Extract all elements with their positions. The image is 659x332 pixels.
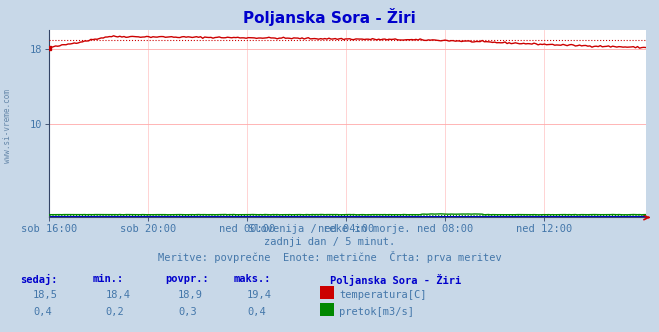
Text: min.:: min.: — [92, 274, 123, 284]
Text: Slovenija / reke in morje.: Slovenija / reke in morje. — [248, 224, 411, 234]
Text: 18,4: 18,4 — [105, 290, 130, 299]
Text: www.si-vreme.com: www.si-vreme.com — [3, 89, 13, 163]
Text: 18,9: 18,9 — [178, 290, 203, 299]
Text: zadnji dan / 5 minut.: zadnji dan / 5 minut. — [264, 237, 395, 247]
Text: Meritve: povprečne  Enote: metrične  Črta: prva meritev: Meritve: povprečne Enote: metrične Črta:… — [158, 251, 501, 263]
Text: Poljanska Sora - Žiri: Poljanska Sora - Žiri — [243, 8, 416, 26]
Text: povpr.:: povpr.: — [165, 274, 208, 284]
Text: 18,5: 18,5 — [33, 290, 58, 299]
Text: temperatura[C]: temperatura[C] — [339, 290, 427, 299]
Text: 0,4: 0,4 — [33, 307, 51, 317]
Text: 19,4: 19,4 — [247, 290, 272, 299]
Text: maks.:: maks.: — [234, 274, 272, 284]
Text: Poljanska Sora - Žiri: Poljanska Sora - Žiri — [330, 274, 461, 286]
Text: 0,4: 0,4 — [247, 307, 266, 317]
Text: pretok[m3/s]: pretok[m3/s] — [339, 307, 415, 317]
Text: sedaj:: sedaj: — [20, 274, 57, 285]
Text: 0,3: 0,3 — [178, 307, 196, 317]
Text: 0,2: 0,2 — [105, 307, 124, 317]
